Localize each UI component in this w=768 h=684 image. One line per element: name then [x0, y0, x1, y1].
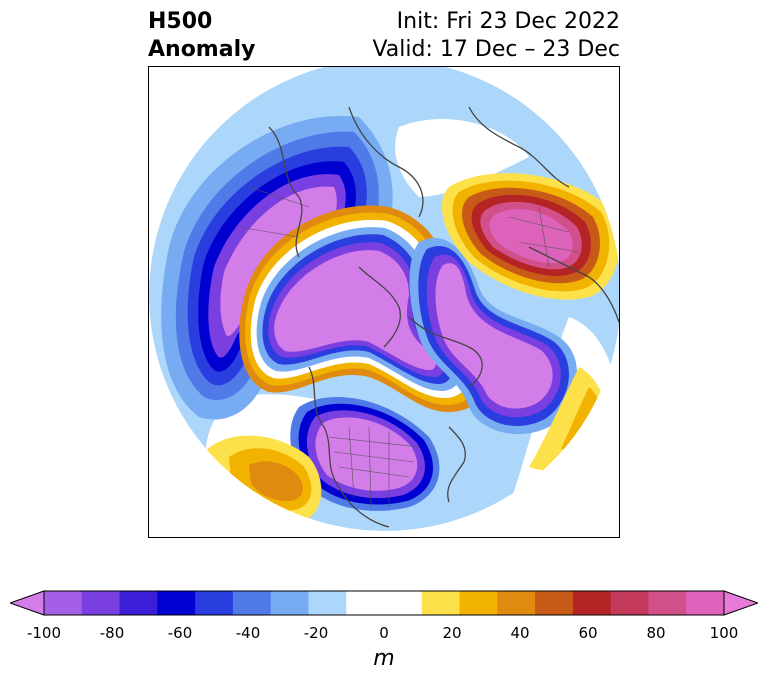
colorbar-tick-label: 80: [646, 624, 666, 642]
colorbar-segment: [572, 591, 612, 615]
colorbar-extend-low-triangle: [10, 590, 45, 616]
colorbar-segment: [195, 591, 234, 615]
colorbar-segment: [384, 591, 423, 615]
colorbar-segment: [119, 591, 158, 615]
anomaly-field: [149, 67, 619, 531]
colorbar-segment: [421, 591, 461, 615]
colorbar-extend-high-triangle: [723, 590, 758, 616]
colorbar-segment: [270, 591, 309, 615]
colorbar-outline: [43, 590, 725, 616]
colorbar-tick-label: -80: [99, 624, 125, 642]
chart-title-right: Init: Fri 23 Dec 2022 Valid: 17 Dec – 23…: [372, 8, 620, 64]
colorbar-segment: [535, 591, 574, 615]
colorbar-tick-label: 100: [709, 624, 739, 642]
chart-title-left: H500 Anomaly: [148, 8, 255, 64]
colorbar-segment: [157, 591, 196, 615]
coastlines: [268, 106, 619, 528]
borders: [238, 186, 580, 508]
negative-anomaly-atlantic: [409, 238, 578, 435]
colorbar-segment: [44, 591, 83, 615]
colorbar-segments: [44, 591, 725, 615]
title-anomaly: Anomaly: [148, 37, 256, 62]
colorbar-segment: [81, 591, 121, 615]
title-valid-range: Valid: 17 Dec – 23 Dec: [372, 37, 620, 62]
anomaly-map: [148, 66, 620, 538]
title-variable: H500: [148, 9, 213, 34]
colorbar-segment: [497, 591, 536, 615]
colorbar-segment: [232, 591, 272, 615]
colorbar-tick-label: 60: [578, 624, 598, 642]
positive-anomaly-europe: [441, 173, 619, 300]
colorbar-unit-label: m: [373, 646, 395, 671]
colorbar-tick-label: -40: [235, 624, 261, 642]
colorbar-tick-label: 40: [510, 624, 530, 642]
map-svg: [149, 67, 619, 531]
colorbar-segment: [308, 591, 347, 615]
title-init-date: Init: Fri 23 Dec 2022: [396, 9, 620, 34]
colorbar-segment: [459, 591, 498, 615]
colorbar-segment: [686, 591, 725, 615]
colorbar-segment: [648, 591, 687, 615]
colorbar-tick-label: -100: [26, 624, 62, 642]
colorbar-tick-label: 0: [379, 624, 389, 642]
colorbar-tick-label: 20: [442, 624, 462, 642]
colorbar-tick-label: -20: [303, 624, 329, 642]
colorbar-tick-label: -60: [167, 624, 193, 642]
negative-anomaly-north-america: [290, 397, 440, 511]
colorbar: [10, 590, 758, 616]
colorbar-segment: [610, 591, 649, 615]
colorbar-segment: [346, 591, 385, 615]
neutral-zone-north: [395, 118, 529, 197]
